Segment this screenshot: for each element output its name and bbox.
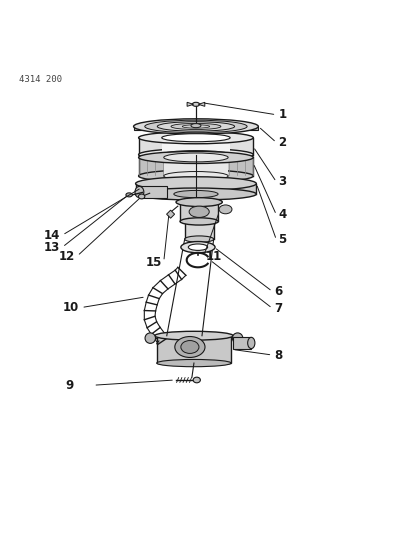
Ellipse shape [135, 177, 256, 190]
Ellipse shape [189, 206, 209, 217]
Ellipse shape [181, 241, 215, 253]
Ellipse shape [157, 359, 231, 367]
Text: 1: 1 [278, 108, 286, 122]
Ellipse shape [162, 151, 230, 159]
Ellipse shape [126, 193, 132, 197]
Ellipse shape [188, 244, 208, 251]
Text: 2: 2 [278, 136, 286, 149]
Text: 4: 4 [278, 208, 287, 222]
Ellipse shape [174, 190, 218, 198]
Ellipse shape [138, 194, 145, 199]
Ellipse shape [171, 124, 221, 130]
Ellipse shape [191, 124, 201, 128]
Text: 11: 11 [206, 249, 222, 263]
Ellipse shape [139, 132, 253, 144]
Ellipse shape [193, 377, 200, 383]
Bar [180, 202, 218, 221]
Bar [185, 221, 214, 239]
Text: 4314 200: 4314 200 [19, 75, 62, 84]
Ellipse shape [157, 122, 235, 131]
Ellipse shape [248, 337, 255, 349]
Polygon shape [139, 157, 253, 176]
Polygon shape [164, 157, 228, 176]
Polygon shape [135, 187, 160, 197]
Ellipse shape [181, 341, 199, 353]
Text: 10: 10 [63, 301, 79, 314]
Bar [233, 336, 251, 350]
Ellipse shape [219, 205, 232, 214]
Ellipse shape [162, 134, 230, 142]
Ellipse shape [145, 120, 247, 133]
Ellipse shape [135, 188, 256, 200]
Ellipse shape [139, 151, 253, 164]
Ellipse shape [164, 153, 228, 162]
Ellipse shape [192, 102, 200, 106]
Ellipse shape [133, 119, 258, 134]
Ellipse shape [175, 336, 205, 358]
Text: 7: 7 [275, 302, 283, 315]
Polygon shape [133, 126, 258, 131]
Polygon shape [139, 138, 253, 155]
Ellipse shape [233, 333, 243, 343]
Polygon shape [198, 102, 205, 106]
Polygon shape [187, 102, 193, 106]
Ellipse shape [139, 170, 253, 182]
Text: 9: 9 [65, 379, 73, 392]
Ellipse shape [180, 218, 218, 225]
Text: 14: 14 [44, 229, 60, 243]
Ellipse shape [135, 187, 144, 198]
Text: 12: 12 [59, 251, 75, 263]
Polygon shape [162, 138, 230, 155]
Ellipse shape [176, 198, 222, 206]
Ellipse shape [155, 332, 233, 340]
Ellipse shape [185, 236, 214, 243]
Ellipse shape [164, 172, 228, 180]
Text: 8: 8 [275, 349, 283, 361]
Polygon shape [166, 210, 175, 218]
Bar [157, 336, 231, 363]
Text: 13: 13 [44, 241, 60, 254]
Text: 5: 5 [278, 233, 287, 246]
Ellipse shape [145, 333, 155, 343]
Ellipse shape [139, 149, 253, 160]
Polygon shape [135, 183, 256, 194]
Text: 6: 6 [275, 285, 283, 298]
Text: 15: 15 [145, 256, 162, 269]
Bar [141, 186, 167, 198]
Ellipse shape [182, 125, 210, 128]
Text: 3: 3 [278, 175, 286, 189]
